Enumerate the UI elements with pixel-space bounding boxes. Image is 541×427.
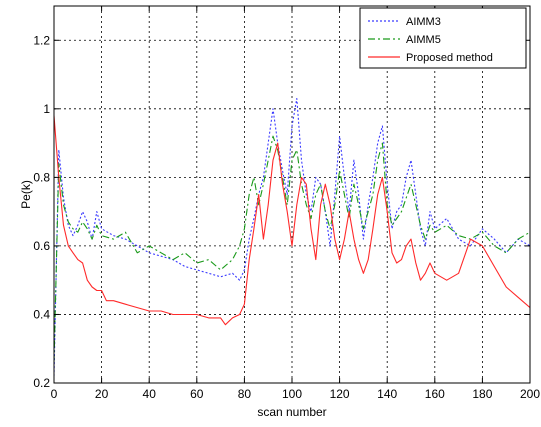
plot-area	[54, 6, 530, 383]
legend-entry-0: AIMM3	[406, 16, 441, 28]
y-tick-label: 1	[43, 102, 50, 116]
axis-ticks: 0 20 40 60 80 100 120 140 160 180 200 0.2 0.4 0.6 0.8 1…	[33, 6, 540, 401]
y-tick-label: 0.8	[33, 170, 50, 184]
x-tick-label: 160	[425, 387, 445, 401]
series-layer	[54, 97, 530, 377]
x-tick-label: 0	[51, 387, 58, 401]
y-tick-label: 0.2	[33, 376, 50, 390]
x-tick-label: 100	[282, 387, 302, 401]
y-tick-label: 0.4	[33, 307, 50, 321]
y-tick-label: 1.2	[33, 33, 50, 47]
legend-entry-2: Proposed method	[406, 52, 493, 64]
x-tick-label: 120	[330, 387, 350, 401]
y-tick-label: 0.6	[33, 239, 50, 253]
x-tick-label: 60	[190, 387, 204, 401]
x-tick-label: 20	[95, 387, 109, 401]
legend-entry-1: AIMM5	[406, 34, 441, 46]
y-axis-label: Pe(k)	[19, 180, 33, 209]
x-tick-label: 200	[520, 387, 540, 401]
x-tick-label: 140	[377, 387, 397, 401]
x-tick-label: 180	[472, 387, 492, 401]
legend-box	[359, 7, 527, 69]
series-line-1	[54, 135, 530, 363]
x-tick-label: 40	[143, 387, 157, 401]
series-line-2	[54, 115, 530, 326]
x-axis-label: scan number	[257, 405, 326, 419]
legend: AIMM3 AIMM5 Proposed method	[359, 7, 527, 69]
x-tick-label: 80	[238, 387, 252, 401]
